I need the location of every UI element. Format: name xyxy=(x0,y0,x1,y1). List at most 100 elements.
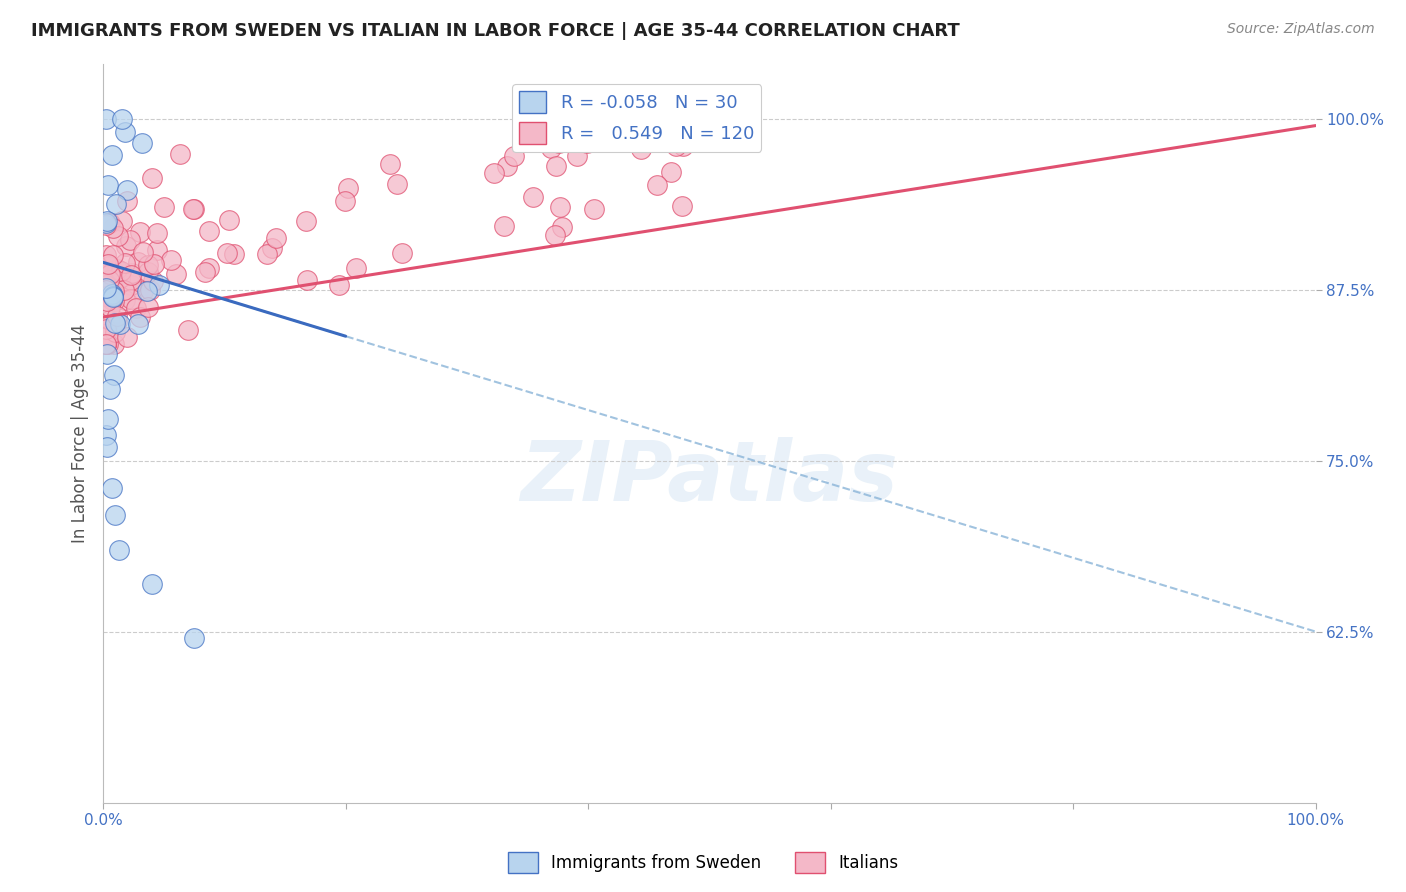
Point xyxy=(378,157,401,171)
Point xyxy=(105,196,128,211)
Point xyxy=(328,277,350,292)
Point xyxy=(114,293,136,308)
Point xyxy=(194,265,217,279)
Point xyxy=(97,178,120,192)
Point xyxy=(145,226,167,240)
Point xyxy=(100,481,122,495)
Point xyxy=(141,170,163,185)
Point xyxy=(169,146,191,161)
Point xyxy=(104,508,127,523)
Point xyxy=(101,247,124,261)
Point xyxy=(135,284,157,298)
Point xyxy=(165,267,187,281)
Point xyxy=(143,257,166,271)
Point xyxy=(482,166,505,180)
Point xyxy=(391,246,413,260)
Point xyxy=(105,262,128,277)
Point xyxy=(94,337,117,351)
Point xyxy=(120,277,142,292)
Point xyxy=(105,314,128,328)
Point xyxy=(502,149,524,163)
Point xyxy=(103,290,125,304)
Point xyxy=(260,241,283,255)
Point xyxy=(218,213,240,227)
Point xyxy=(610,112,633,126)
Point xyxy=(264,230,287,244)
Point xyxy=(108,542,131,557)
Point xyxy=(94,248,117,262)
Point xyxy=(107,229,129,244)
Point xyxy=(103,287,125,301)
Point xyxy=(551,219,574,234)
Point xyxy=(96,214,118,228)
Point xyxy=(114,256,136,270)
Point xyxy=(96,294,118,309)
Point xyxy=(344,260,367,275)
Point xyxy=(96,337,118,351)
Point xyxy=(335,194,357,209)
Point xyxy=(146,244,169,258)
Point xyxy=(540,140,562,154)
Point xyxy=(94,281,117,295)
Point xyxy=(129,310,152,324)
Point xyxy=(97,329,120,343)
Point xyxy=(224,246,246,260)
Point xyxy=(645,178,668,193)
Point xyxy=(550,200,572,214)
Point xyxy=(103,337,125,351)
Point xyxy=(110,271,132,285)
Point xyxy=(105,261,128,276)
Point xyxy=(630,142,652,156)
Point xyxy=(546,159,568,173)
Point xyxy=(121,266,143,280)
Point xyxy=(665,138,688,153)
Point xyxy=(98,301,121,315)
Point xyxy=(295,273,318,287)
Point xyxy=(103,290,125,304)
Point xyxy=(94,322,117,336)
Point xyxy=(671,199,693,213)
Point xyxy=(672,138,695,153)
Point xyxy=(256,246,278,260)
Text: Source: ZipAtlas.com: Source: ZipAtlas.com xyxy=(1227,22,1375,37)
Point xyxy=(141,576,163,591)
Point xyxy=(659,165,682,179)
Point xyxy=(94,216,117,230)
Point xyxy=(136,300,159,314)
Point xyxy=(496,159,519,173)
Point xyxy=(132,285,155,299)
Point xyxy=(97,259,120,273)
Point xyxy=(198,224,221,238)
Point xyxy=(177,323,200,337)
Point xyxy=(183,632,205,646)
Point xyxy=(100,287,122,301)
Text: IMMIGRANTS FROM SWEDEN VS ITALIAN IN LABOR FORCE | AGE 35-44 CORRELATION CHART: IMMIGRANTS FROM SWEDEN VS ITALIAN IN LAB… xyxy=(31,22,960,40)
Point xyxy=(160,252,183,267)
Point xyxy=(115,194,138,209)
Point xyxy=(181,202,204,217)
Point xyxy=(112,283,135,297)
Point xyxy=(127,254,149,268)
Point xyxy=(336,181,359,195)
Point xyxy=(198,261,221,276)
Legend: Immigrants from Sweden, Italians: Immigrants from Sweden, Italians xyxy=(501,846,905,880)
Point xyxy=(183,202,205,216)
Point xyxy=(127,317,149,331)
Point xyxy=(103,284,125,298)
Point xyxy=(98,273,121,287)
Point xyxy=(94,218,117,232)
Point xyxy=(98,382,121,396)
Point xyxy=(295,214,318,228)
Point xyxy=(131,136,153,150)
Point xyxy=(98,216,121,230)
Point xyxy=(98,313,121,327)
Point xyxy=(94,337,117,351)
Point xyxy=(94,268,117,282)
Point xyxy=(120,268,142,282)
Point xyxy=(576,136,599,150)
Point xyxy=(215,246,238,260)
Legend: R = -0.058   N = 30, R =   0.549   N = 120: R = -0.058 N = 30, R = 0.549 N = 120 xyxy=(512,84,761,152)
Point xyxy=(153,200,176,214)
Point xyxy=(522,189,544,203)
Point xyxy=(94,289,117,303)
